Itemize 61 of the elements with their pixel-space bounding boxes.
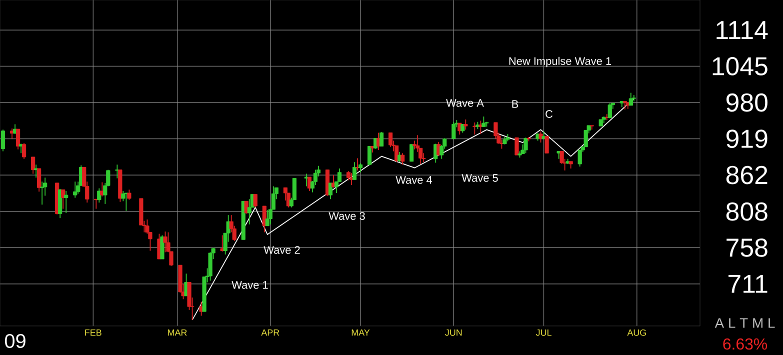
y-tick-label: 862 bbox=[726, 166, 768, 184]
candlestick bbox=[358, 162, 363, 173]
y-tick-label: 980 bbox=[726, 93, 768, 112]
candlestick bbox=[97, 188, 102, 204]
candlestick bbox=[40, 181, 44, 206]
y-tick-label: 1114 bbox=[716, 21, 768, 40]
candlestick bbox=[124, 192, 128, 212]
candlestick bbox=[524, 137, 528, 154]
line-series bbox=[192, 98, 634, 320]
annotation: C bbox=[546, 110, 553, 118]
candlestick bbox=[578, 150, 582, 168]
annotation: Wave 5 bbox=[462, 174, 498, 182]
text: 09 bbox=[4, 334, 26, 348]
candlestick bbox=[544, 136, 549, 154]
candlestick bbox=[163, 231, 168, 253]
x-tick-label: MAY bbox=[352, 329, 370, 336]
candlestick bbox=[30, 156, 36, 174]
candlestick bbox=[64, 190, 68, 214]
candlestick bbox=[464, 119, 468, 130]
candlestick bbox=[73, 181, 78, 198]
candlestick bbox=[16, 128, 20, 150]
candlestick bbox=[115, 164, 120, 179]
annotation: New Impulse Wave 1 bbox=[509, 56, 612, 68]
text: A L T M L bbox=[714, 318, 775, 328]
candlestick bbox=[37, 168, 42, 192]
annotation: Wave 3 bbox=[328, 212, 365, 220]
candlestick bbox=[0, 129, 6, 152]
annotation: Wave A bbox=[446, 99, 484, 107]
x-tick-label: JUL bbox=[536, 329, 552, 336]
candlestick bbox=[482, 116, 486, 128]
y-tick-label: 711 bbox=[728, 274, 768, 293]
x-tick-label: AUG bbox=[627, 329, 646, 336]
annotation: Wave 2 bbox=[264, 246, 300, 254]
candlestick bbox=[514, 137, 519, 156]
candlestick bbox=[400, 152, 405, 166]
candlestick bbox=[452, 121, 456, 140]
candlestick bbox=[608, 102, 612, 119]
x-tick-label: APR bbox=[261, 329, 280, 336]
x-tick-label: MAR bbox=[168, 329, 187, 336]
candlestick bbox=[628, 92, 633, 106]
annotation: Wave 4 bbox=[396, 176, 432, 184]
text: 6.63% bbox=[723, 338, 768, 350]
annotation: B bbox=[512, 100, 518, 108]
candlestick bbox=[622, 100, 627, 110]
candlestick bbox=[472, 122, 477, 136]
annotation: Wave 1 bbox=[232, 281, 268, 289]
candlestick bbox=[388, 132, 393, 148]
candlestick bbox=[352, 162, 357, 180]
x-tick-label: JUN bbox=[445, 329, 462, 336]
candlestick bbox=[379, 132, 384, 147]
x-tick-label: FEB bbox=[85, 329, 102, 336]
y-tick-label: 758 bbox=[726, 238, 768, 257]
y-tick-label: 919 bbox=[726, 130, 768, 148]
y-tick-label: 808 bbox=[726, 202, 768, 221]
candlestick bbox=[160, 234, 164, 260]
candlestick bbox=[127, 189, 132, 200]
candlestick bbox=[538, 131, 543, 143]
candlestick bbox=[346, 170, 351, 181]
candlestick bbox=[410, 144, 414, 162]
y-tick-label: 1045 bbox=[712, 57, 768, 76]
candlestick bbox=[328, 182, 333, 200]
